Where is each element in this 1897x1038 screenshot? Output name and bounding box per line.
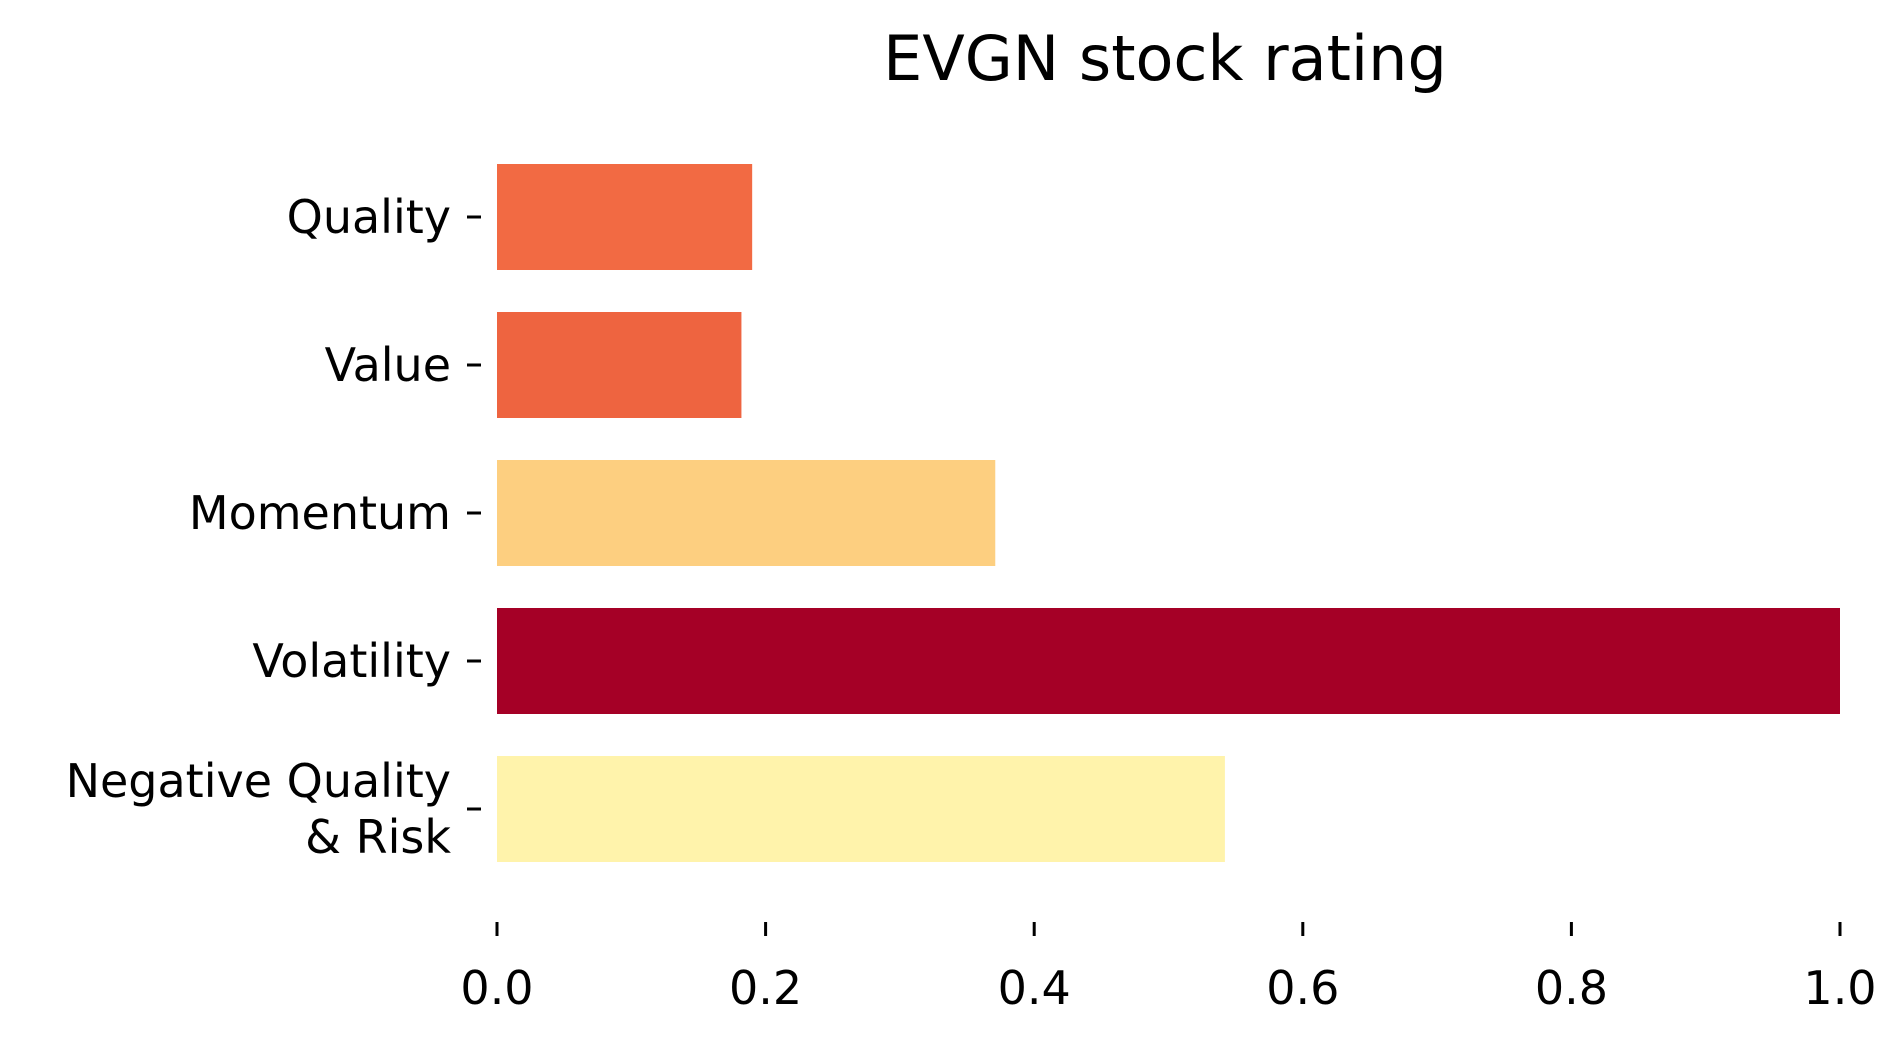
y-tick-label-0-0: Quality	[287, 190, 451, 244]
bar-1	[497, 312, 742, 418]
bar-4	[497, 756, 1225, 862]
x-tick-label-2: 0.4	[998, 961, 1071, 1015]
y-tick-label-2-0: Momentum	[189, 486, 451, 540]
bar-2	[497, 460, 996, 566]
y-tick-label-1-0: Value	[325, 338, 451, 392]
x-tick-label-1: 0.2	[729, 961, 802, 1015]
x-tick-label-5: 1.0	[1803, 961, 1876, 1015]
x-axis: 0.0 0.2 0.4 0.6 0.8 1.0	[460, 922, 1877, 1015]
bars-group	[497, 164, 1840, 862]
y-axis: Quality Value Momentum Volatility Negative Q…	[66, 190, 481, 864]
x-tick-label-0: 0.0	[460, 961, 533, 1015]
chart-title: EVGN stock rating	[883, 22, 1447, 95]
bar-0	[497, 164, 753, 270]
bar-3	[497, 608, 1840, 714]
x-tick-label-4: 0.8	[1535, 961, 1608, 1015]
y-tick-label-3-0: Volatility	[252, 634, 451, 688]
x-tick-label-3: 0.6	[1266, 961, 1339, 1015]
y-tick-label-4-1: & Risk	[305, 810, 451, 864]
y-tick-label-4-0: Negative Quality	[66, 754, 451, 808]
